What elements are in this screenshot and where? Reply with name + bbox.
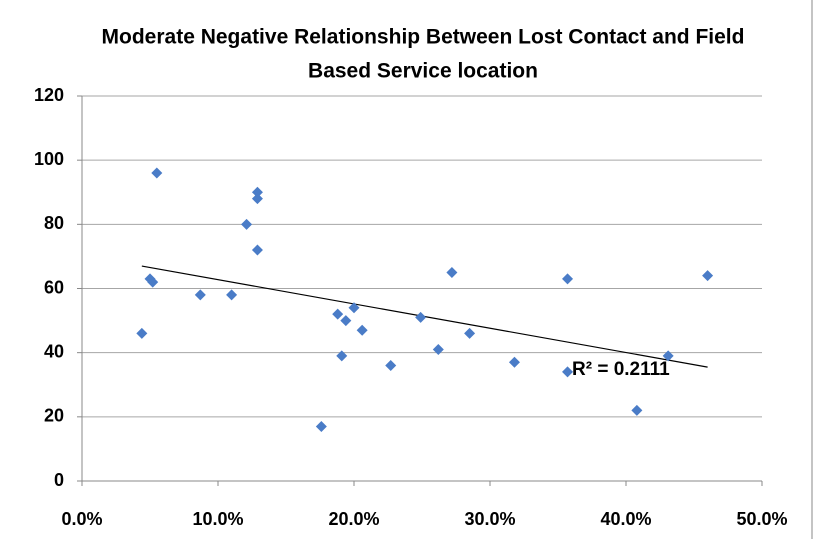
- point: [446, 266, 458, 278]
- point: [631, 404, 643, 416]
- point: [251, 186, 263, 198]
- point: [385, 360, 397, 371]
- y-tick-label: 80: [44, 213, 64, 233]
- point: [241, 218, 253, 230]
- point: [432, 343, 444, 355]
- point: [332, 308, 344, 320]
- point: [251, 244, 263, 256]
- point: [336, 350, 348, 362]
- point: [662, 350, 674, 362]
- y-tick-label: 120: [34, 85, 64, 105]
- point: [147, 276, 159, 288]
- point: [348, 302, 360, 314]
- point: [136, 327, 148, 339]
- y-tick-label: 40: [44, 341, 64, 361]
- point: [464, 327, 476, 339]
- x-tick-label: 0.0%: [61, 509, 102, 529]
- point: [356, 324, 368, 336]
- x-tick-label: 10.0%: [192, 509, 243, 529]
- chart-title: Based Service location: [308, 60, 538, 83]
- point: [415, 311, 427, 323]
- x-tick-label: 30.0%: [464, 509, 515, 529]
- x-tick-label: 50.0%: [736, 509, 787, 529]
- point: [508, 356, 520, 368]
- y-tick-label: 100: [34, 149, 64, 169]
- point: [151, 167, 163, 179]
- y-tick-label: 20: [44, 406, 64, 426]
- y-tick-label: 60: [44, 277, 64, 297]
- point: [315, 420, 327, 432]
- x-tick-label: 40.0%: [600, 509, 651, 529]
- x-tick-label: 20.0%: [328, 509, 379, 529]
- point: [562, 273, 574, 285]
- chart-title: Moderate Negative Relationship Between L…: [102, 26, 745, 49]
- point: [340, 315, 352, 327]
- y-tick-label: 0: [54, 470, 64, 490]
- point: [194, 289, 206, 301]
- point: [562, 366, 574, 378]
- point: [251, 193, 263, 205]
- point: [702, 270, 714, 282]
- point: [226, 289, 238, 301]
- annotation: R² = 0.2111: [572, 359, 670, 380]
